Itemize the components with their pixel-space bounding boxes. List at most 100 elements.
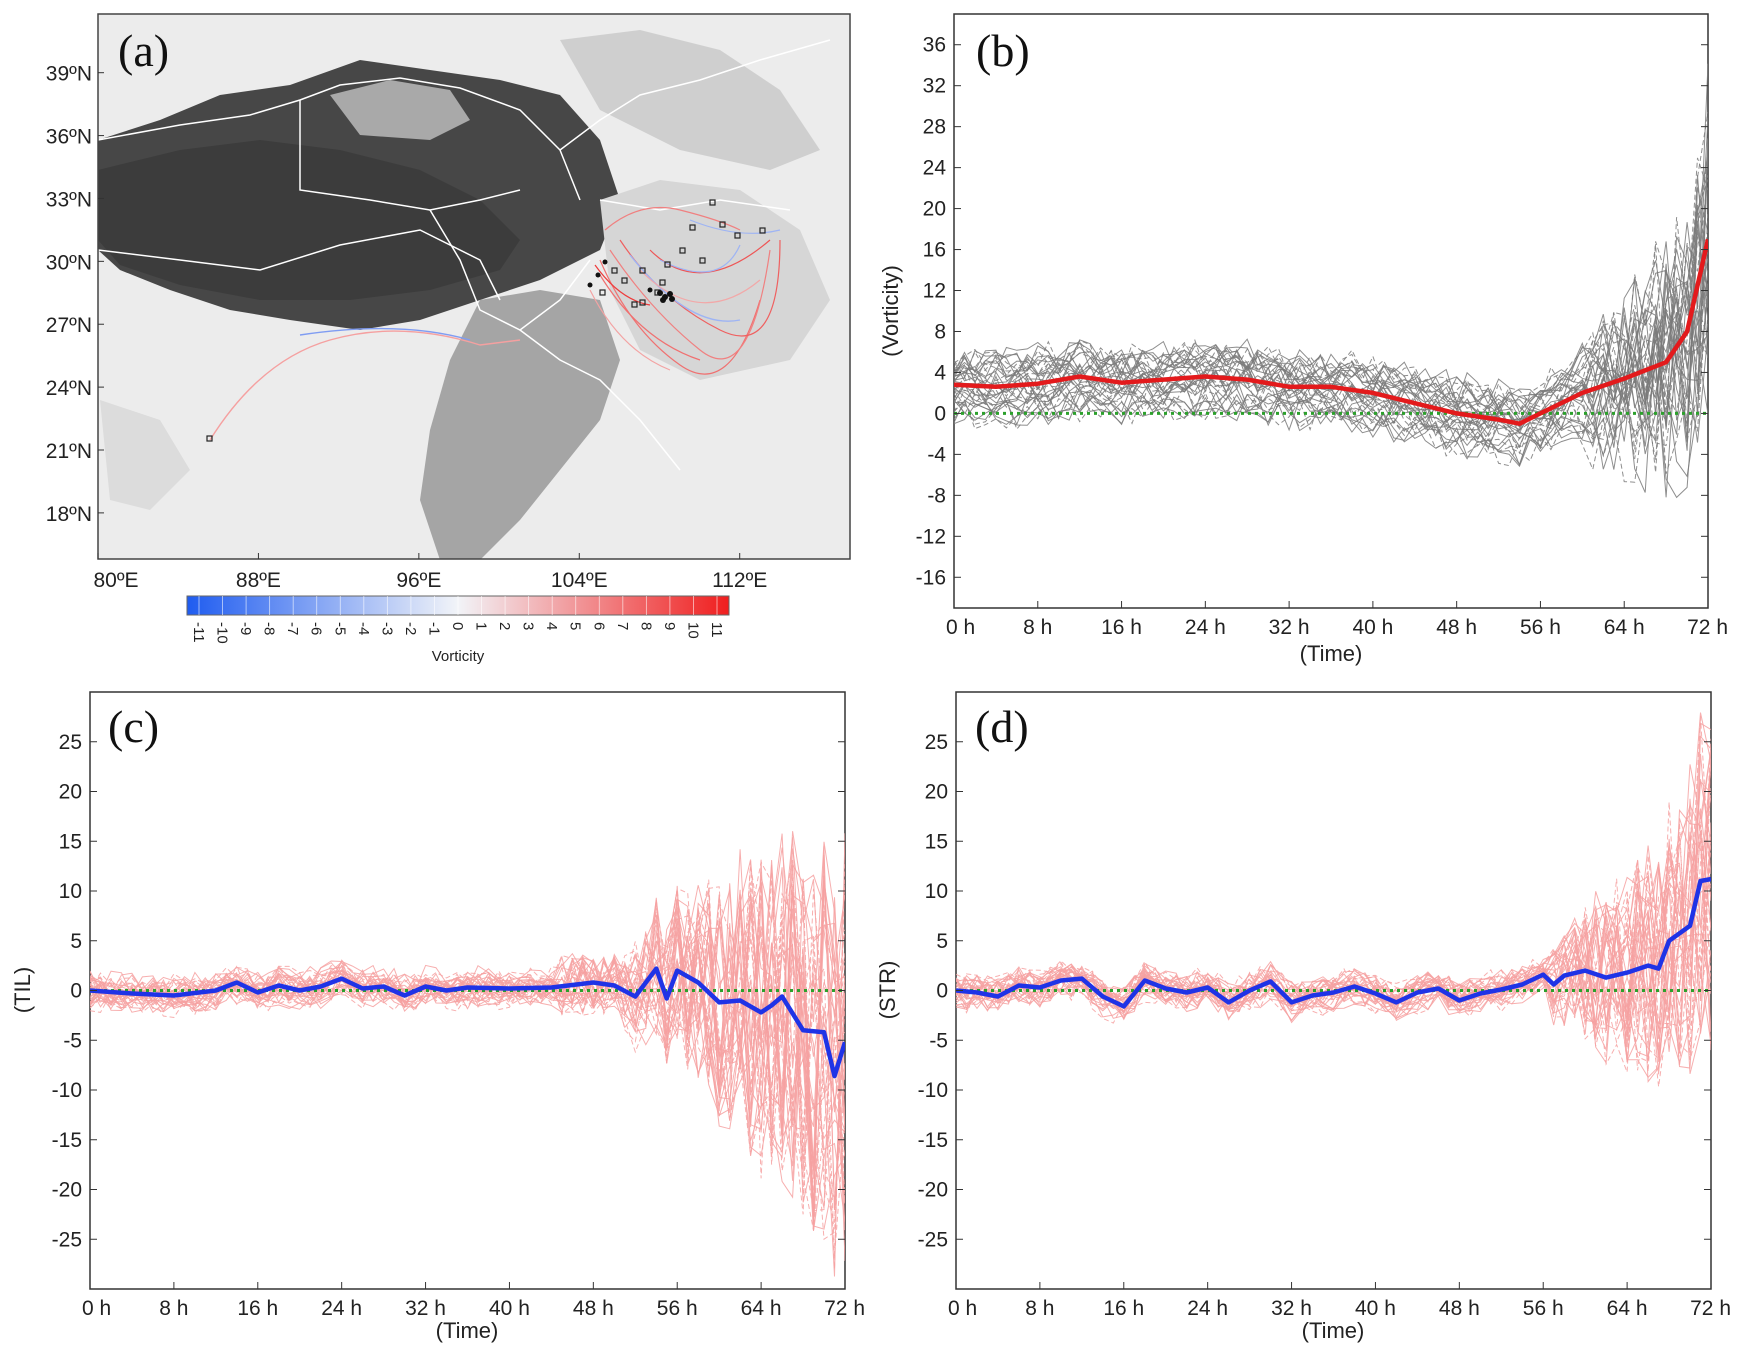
x-tick-label: 64 h <box>741 1297 782 1320</box>
panel-d-y-axis-label: (STR) <box>875 961 900 1020</box>
y-tick-label: 10 <box>925 880 948 903</box>
panel-b-frame <box>953 13 1709 609</box>
y-tick-label: -25 <box>52 1228 82 1251</box>
y-tick-label: -4 <box>927 443 946 466</box>
colorbar-tick-label: -8 <box>261 622 278 635</box>
colorbar-tick-label: -1 <box>425 622 442 635</box>
y-tick-label: 5 <box>936 930 948 953</box>
y-tick-label: -8 <box>927 484 946 507</box>
ensemble-trajectory-line <box>90 886 845 1231</box>
x-tick-label: 0 h <box>948 1297 977 1320</box>
y-tick-label: 5 <box>70 930 82 953</box>
y-tick-label: -15 <box>918 1129 948 1152</box>
colorbar-tick-label: 1 <box>473 622 490 630</box>
y-tick-label: -15 <box>52 1129 82 1152</box>
panel-label-b: (b) <box>976 25 1030 76</box>
colorbar-tick-label: -11 <box>190 622 207 643</box>
x-tick-label: 48 h <box>1439 1297 1480 1320</box>
colorbar-tick-label: 6 <box>590 622 607 630</box>
y-tick-label: 4 <box>934 361 946 384</box>
colorbar-tick-label: 7 <box>614 622 631 630</box>
colorbar-tick-label: 8 <box>637 622 654 630</box>
trajectories <box>209 206 781 441</box>
y-tick-label: 20 <box>925 781 948 804</box>
y-tick-label: 10 <box>59 880 82 903</box>
colorbar-tick-label: -9 <box>237 622 254 635</box>
latitude-tick-label: 21ºN <box>46 440 92 463</box>
ensemble-trajectory-line <box>956 846 1711 1075</box>
ensemble-trajectory-line <box>90 922 845 1201</box>
x-tick-label: 0 h <box>946 616 975 639</box>
ensemble-trajectory-line <box>954 241 1708 410</box>
latitude-tick-label: 33ºN <box>46 188 92 211</box>
longitude-tick-label: 96ºE <box>396 569 441 592</box>
y-tick-label: 0 <box>934 402 946 425</box>
x-tick-label: 8 h <box>1023 616 1052 639</box>
y-tick-label: -5 <box>63 1029 82 1052</box>
x-tick-label: 32 h <box>405 1297 446 1320</box>
ensemble-trajectory-line <box>954 175 1708 421</box>
y-tick-label: -5 <box>929 1029 948 1052</box>
mean-series-line <box>954 238 1708 426</box>
x-tick-label: 8 h <box>159 1297 188 1320</box>
mean-series-line <box>956 876 1711 1009</box>
longitude-tick-label: 80ºE <box>93 569 138 592</box>
y-tick-label: 0 <box>936 980 948 1003</box>
panel-c-ticks: 25 20 15 10 5 0 -5 -10 -15 -20 -25 0 h 8 h 16 h 24 h 32… <box>52 731 865 1320</box>
x-tick-label: 56 h <box>1523 1297 1564 1320</box>
map-frame <box>97 13 851 560</box>
latitude-tick-label: 27ºN <box>46 314 92 337</box>
x-tick-label: 24 h <box>321 1297 362 1320</box>
ensemble-trajectory-line <box>954 144 1708 475</box>
x-tick-label: 72 h <box>824 1297 865 1320</box>
x-tick-label: 72 h <box>1687 616 1728 639</box>
x-tick-label: 16 h <box>237 1297 278 1320</box>
x-tick-label: 40 h <box>1352 616 1393 639</box>
colorbar-tick-label: 0 <box>449 622 466 630</box>
ensemble-trajectory-line <box>954 346 1708 499</box>
ensemble-trajectory-line <box>90 865 845 1198</box>
y-tick-label: 28 <box>923 116 946 139</box>
ensemble-trajectory-line <box>956 808 1711 1050</box>
y-tick-label: 25 <box>59 731 82 754</box>
ensemble-trajectory-line <box>956 840 1711 1031</box>
trajectory-start-points <box>587 259 675 303</box>
panel-label-d: (d) <box>975 701 1029 752</box>
y-tick-label: 25 <box>925 731 948 754</box>
y-tick-label: -12 <box>916 525 946 548</box>
x-tick-label: 40 h <box>489 1297 530 1320</box>
colorbar-tick-label: 10 <box>684 622 701 639</box>
colorbar-tick-label: -7 <box>284 622 301 635</box>
mean-series-line <box>90 966 845 1079</box>
x-tick-label: 48 h <box>1436 616 1477 639</box>
latitude-tick-label: 24ºN <box>46 377 92 400</box>
x-tick-label: 16 h <box>1103 1297 1144 1320</box>
ensemble-trajectory-line <box>954 204 1708 428</box>
colorbar-tick-label: 11 <box>708 622 725 638</box>
colorbar-tick-label: -5 <box>331 622 348 635</box>
longitude-tick-label: 104ºE <box>551 569 608 592</box>
ensemble-trajectory-line <box>954 153 1708 498</box>
y-tick-label: -10 <box>52 1079 82 1102</box>
latitude-tick-label: 18ºN <box>46 503 92 526</box>
y-tick-label: 20 <box>59 781 82 804</box>
ensemble-trajectory-line <box>90 882 845 1222</box>
colorbar-tick-label: 2 <box>496 622 513 630</box>
ensemble-trajectory-line <box>90 861 845 1158</box>
province-borders <box>98 39 831 471</box>
colorbar-tick-label: -10 <box>214 622 231 644</box>
panel-c-y-axis-label: (TIL) <box>10 967 35 1013</box>
y-tick-label: 15 <box>925 830 948 853</box>
panel-c-mean-series <box>90 966 845 1079</box>
colorbar-tick-label: -6 <box>308 622 325 635</box>
ensemble-trajectory-line <box>956 840 1711 1055</box>
panel-b-mean-series <box>954 238 1708 426</box>
colorbar-tick-label: 9 <box>661 622 678 630</box>
ensemble-trajectory-line <box>90 883 845 1205</box>
panel-b-y-axis-label: (Vorticity) <box>878 265 903 357</box>
y-tick-label: 15 <box>59 830 82 853</box>
latitude-tick-label: 36ºN <box>46 126 92 149</box>
panel-d-ticks: 25 20 15 10 5 0 -5 -10 -15 -20 -25 0 h 8 h 16 h 24 h 32… <box>918 731 1731 1320</box>
y-tick-label: 36 <box>923 34 946 57</box>
ensemble-trajectory-line <box>956 797 1711 1050</box>
